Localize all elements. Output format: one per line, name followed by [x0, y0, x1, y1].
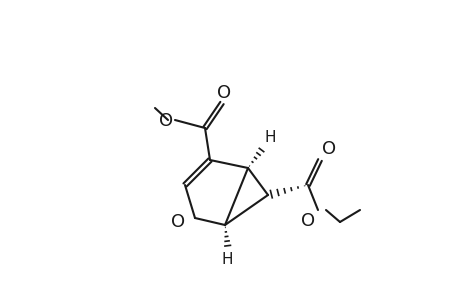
Text: O: O [300, 212, 314, 230]
Text: H: H [221, 252, 232, 267]
Text: O: O [217, 84, 230, 102]
Text: H: H [264, 130, 276, 145]
Text: O: O [170, 213, 185, 231]
Text: O: O [158, 112, 173, 130]
Text: O: O [321, 140, 336, 158]
